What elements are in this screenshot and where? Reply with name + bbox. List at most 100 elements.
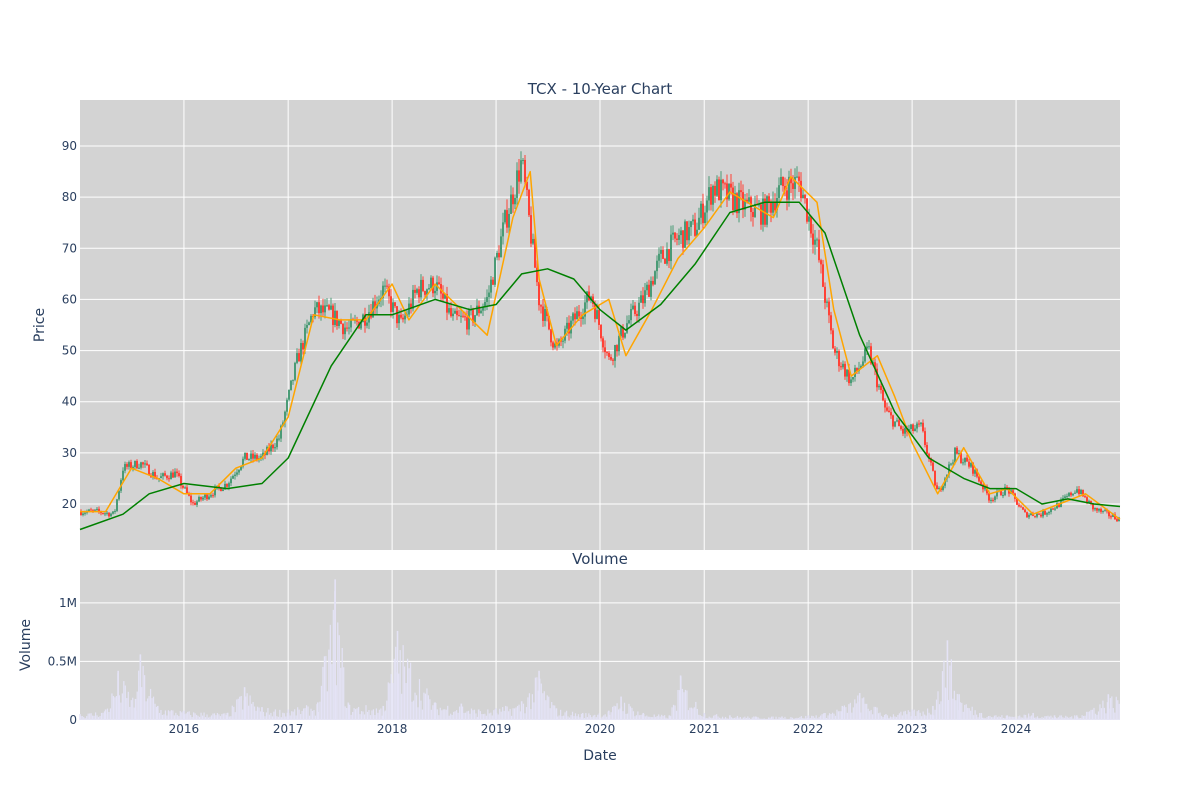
- volume-bar[interactable]: [1002, 717, 1004, 720]
- volume-bar[interactable]: [218, 714, 220, 720]
- volume-bar[interactable]: [123, 681, 125, 720]
- volume-bar[interactable]: [516, 705, 519, 720]
- candle-down[interactable]: [1116, 519, 1118, 522]
- volume-bar[interactable]: [283, 713, 285, 720]
- volume-bar[interactable]: [568, 717, 571, 720]
- volume-bar[interactable]: [863, 697, 865, 720]
- volume-bar[interactable]: [595, 717, 597, 720]
- candle-up[interactable]: [638, 302, 640, 316]
- candle-down[interactable]: [414, 289, 416, 293]
- volume-bar[interactable]: [515, 707, 517, 720]
- volume-bar[interactable]: [183, 710, 185, 720]
- candle-up[interactable]: [938, 487, 940, 490]
- volume-bar[interactable]: [412, 700, 415, 720]
- volume-bar[interactable]: [204, 717, 207, 720]
- candle-up[interactable]: [754, 204, 756, 217]
- volume-bar[interactable]: [280, 717, 282, 720]
- candle-down[interactable]: [318, 302, 320, 314]
- candle-down[interactable]: [982, 484, 984, 490]
- candle-down[interactable]: [154, 471, 156, 479]
- volume-bar[interactable]: [916, 711, 918, 720]
- volume-bar[interactable]: [837, 711, 840, 720]
- volume-bar[interactable]: [799, 717, 801, 720]
- volume-bar[interactable]: [378, 709, 380, 720]
- volume-bar[interactable]: [500, 711, 502, 720]
- candle-down[interactable]: [606, 352, 608, 354]
- volume-bar[interactable]: [191, 717, 193, 720]
- candle-up[interactable]: [208, 496, 210, 500]
- candle-down[interactable]: [604, 347, 606, 353]
- volume-bar[interactable]: [891, 717, 893, 720]
- volume-bar[interactable]: [992, 717, 994, 720]
- candle-up[interactable]: [904, 428, 906, 434]
- volume-bar[interactable]: [699, 715, 701, 720]
- volume-bar[interactable]: [552, 705, 554, 720]
- volume-bar[interactable]: [164, 710, 167, 720]
- volume-bar[interactable]: [1028, 713, 1030, 720]
- volume-bar[interactable]: [776, 718, 779, 720]
- volume-bar[interactable]: [127, 691, 129, 720]
- candle-up[interactable]: [114, 510, 116, 512]
- volume-bar[interactable]: [454, 711, 456, 720]
- candle-down[interactable]: [102, 513, 104, 515]
- candle-up[interactable]: [516, 170, 518, 198]
- volume-bar[interactable]: [726, 718, 728, 720]
- volume-bar[interactable]: [120, 702, 122, 720]
- volume-bar[interactable]: [904, 710, 906, 720]
- volume-bar[interactable]: [805, 715, 807, 720]
- volume-bar[interactable]: [781, 716, 783, 720]
- volume-bar[interactable]: [903, 711, 905, 720]
- candle-up[interactable]: [392, 302, 394, 312]
- volume-bar[interactable]: [732, 718, 734, 720]
- volume-bar[interactable]: [87, 713, 89, 720]
- volume-bar[interactable]: [337, 622, 339, 720]
- volume-bar[interactable]: [788, 718, 791, 720]
- volume-bar[interactable]: [1068, 717, 1070, 720]
- candle-up[interactable]: [134, 460, 136, 467]
- candle-down[interactable]: [438, 282, 440, 285]
- volume-bar[interactable]: [407, 658, 409, 720]
- volume-bar[interactable]: [744, 716, 746, 720]
- volume-bar[interactable]: [768, 717, 770, 720]
- candle-down[interactable]: [472, 309, 474, 323]
- volume-bar[interactable]: [573, 716, 575, 720]
- volume-bar[interactable]: [530, 709, 532, 720]
- candle-up[interactable]: [624, 332, 626, 338]
- volume-bar[interactable]: [395, 646, 397, 720]
- candle-down[interactable]: [464, 316, 466, 318]
- candle-up[interactable]: [914, 428, 916, 431]
- volume-bar[interactable]: [392, 682, 394, 720]
- volume-bar[interactable]: [684, 689, 687, 720]
- candle-up[interactable]: [570, 320, 572, 334]
- candle-down[interactable]: [512, 194, 514, 205]
- volume-bar[interactable]: [259, 711, 262, 720]
- volume-bar[interactable]: [656, 716, 658, 720]
- volume-bar[interactable]: [502, 707, 504, 720]
- candle-down[interactable]: [702, 203, 704, 224]
- volume-bar[interactable]: [823, 713, 825, 720]
- volume-bar[interactable]: [349, 704, 351, 720]
- candle-up[interactable]: [234, 474, 236, 476]
- candle-down[interactable]: [902, 428, 904, 434]
- candle-up[interactable]: [1002, 495, 1004, 497]
- volume-bar[interactable]: [277, 716, 279, 720]
- volume-bar[interactable]: [138, 670, 140, 720]
- candle-down[interactable]: [900, 426, 902, 429]
- volume-bar[interactable]: [219, 716, 221, 720]
- volume-bar[interactable]: [984, 718, 987, 720]
- volume-bar[interactable]: [973, 715, 975, 720]
- candle-down[interactable]: [884, 400, 886, 408]
- volume-bar[interactable]: [287, 709, 289, 720]
- volume-bar[interactable]: [674, 705, 676, 720]
- volume-bar[interactable]: [268, 714, 271, 720]
- candle-up[interactable]: [502, 222, 504, 237]
- volume-bar[interactable]: [929, 714, 932, 720]
- volume-bar[interactable]: [622, 711, 624, 720]
- volume-bar[interactable]: [885, 714, 887, 720]
- price-moving-averages[interactable]: [79, 170, 1121, 531]
- candle-up[interactable]: [348, 327, 350, 329]
- volume-bar[interactable]: [563, 715, 565, 720]
- volume-bar[interactable]: [475, 713, 477, 720]
- volume-bar[interactable]: [169, 711, 171, 720]
- candle-up[interactable]: [776, 197, 778, 211]
